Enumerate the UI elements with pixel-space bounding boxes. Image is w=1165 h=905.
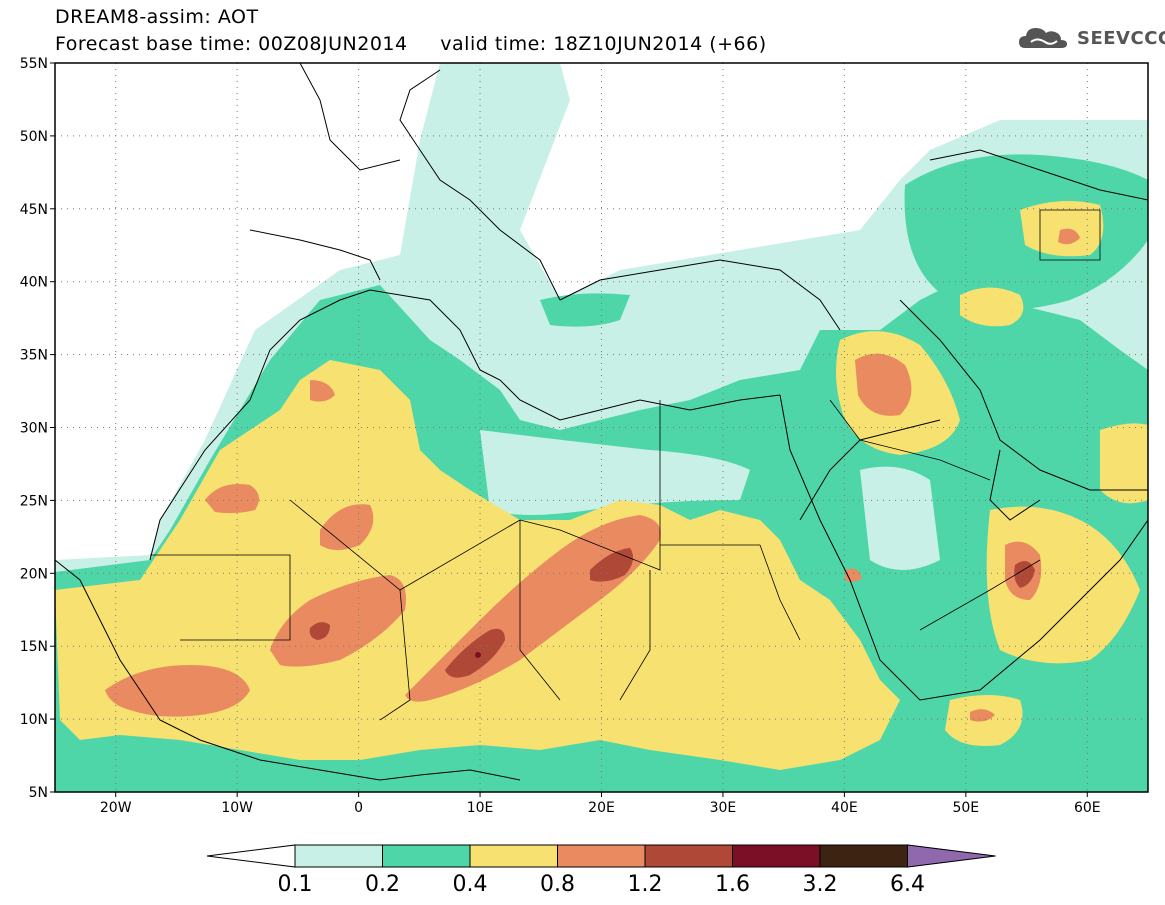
lat-tick-label: 45N (20, 202, 48, 218)
colorbar-label: 0.1 (278, 872, 313, 897)
lon-tick-label: 50E (952, 800, 979, 816)
seevccc-logo: SEEVCCC (1017, 24, 1165, 52)
map-subtitle: Forecast base time: 00Z08JUN2014 valid t… (55, 33, 767, 55)
aot-contour-0.1-patch (480, 430, 940, 570)
grid-lines (55, 63, 1148, 792)
colorbar-label: 0.4 (453, 872, 488, 897)
colorbar-box (382, 844, 471, 868)
latitude-axis: 5N 10N 15N 20N 25N 30N 35N 40N 45N 50N 55N (20, 56, 55, 801)
valid-time-label: valid time: 18Z10JUN2014 (+66) (440, 33, 767, 55)
lat-tick-label: 30N (20, 421, 48, 437)
country-borders (150, 209, 1101, 721)
colorbar-box (819, 844, 908, 868)
lat-tick-label: 40N (20, 275, 48, 291)
colorbar-label: 6.4 (890, 872, 925, 897)
lat-tick-label: 20N (20, 566, 48, 582)
colorbar-box (732, 844, 821, 868)
lat-tick-label: 5N (29, 785, 48, 801)
lat-tick-label: 10N (20, 712, 48, 728)
cloud-logo-icon (1019, 28, 1067, 48)
lon-tick-label: 40E (831, 800, 858, 816)
logo-text: SEEVCCC (1077, 27, 1165, 49)
colorbar-label: 1.6 (715, 872, 750, 897)
lat-tick-label: 55N (20, 56, 48, 72)
aot-contour-1.2 (309, 548, 1035, 678)
base-time-label: Forecast base time: 00Z08JUN2014 (55, 33, 408, 55)
colorbar-label: 1.2 (628, 872, 663, 897)
lon-tick-label: 10W (221, 800, 253, 816)
colorbar-label: 0.2 (365, 872, 400, 897)
longitude-axis: 20W 10W 0 10E 20E 30E 40E 50E 60E (100, 792, 1101, 816)
colorbar-box (644, 844, 733, 868)
colorbar: 0.1 0.2 0.4 0.8 1.2 1.6 3.2 6.4 (206, 844, 996, 897)
colorbar-arrow-low (206, 844, 296, 868)
lat-tick-label: 15N (20, 639, 48, 655)
lon-tick-label: 10E (467, 800, 494, 816)
lat-tick-label: 25N (20, 493, 48, 509)
lat-tick-label: 50N (20, 129, 48, 145)
colorbar-label: 0.8 (540, 872, 575, 897)
colorbar-label: 3.2 (803, 872, 838, 897)
lon-tick-label: 20E (588, 800, 615, 816)
colorbar-box (294, 844, 383, 868)
map-title: DREAM8-assim: AOT (55, 6, 259, 28)
lon-tick-label: 0 (354, 800, 363, 816)
lat-tick-label: 35N (20, 348, 48, 364)
colorbar-arrow-high (907, 844, 996, 868)
lon-tick-label: 60E (1074, 800, 1101, 816)
colorbar-box (469, 844, 558, 868)
colorbar-box (557, 844, 646, 868)
lon-tick-label: 20W (100, 800, 132, 816)
aot-field (55, 63, 1148, 792)
lon-tick-label: 30E (710, 800, 737, 816)
aot-contour-1.6 (475, 652, 481, 658)
